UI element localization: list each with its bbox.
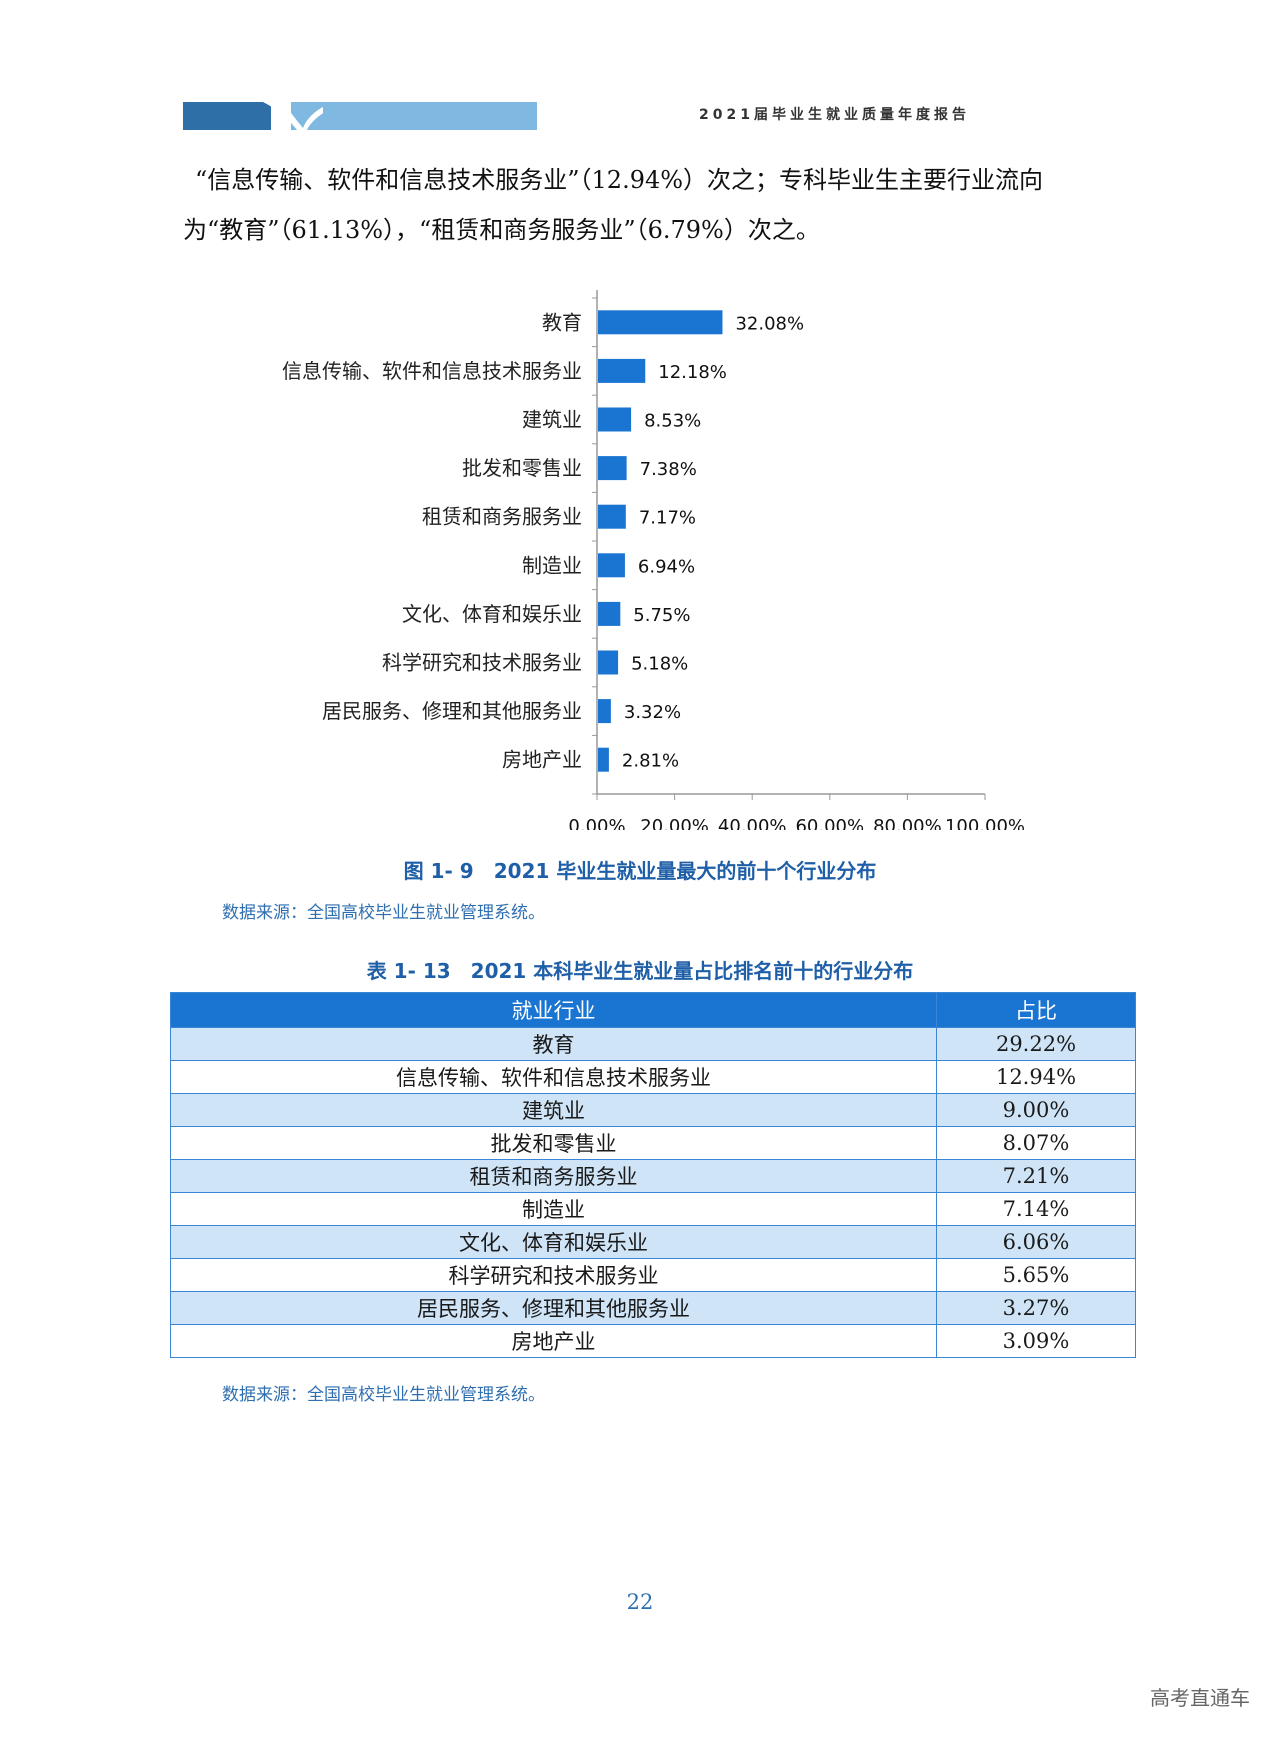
chart-bar	[598, 747, 609, 772]
chart-data-label: 6.94%	[638, 556, 695, 577]
table-cell-industry: 租赁和商务服务业	[170, 1159, 937, 1193]
chart-data-label: 32.08%	[735, 313, 804, 334]
chart-data-label: 3.32%	[624, 702, 681, 723]
table-header-row: 就业行业 占比	[170, 992, 1136, 1028]
table-header-share: 占比	[936, 992, 1136, 1028]
table-cell-industry: 批发和零售业	[170, 1126, 937, 1160]
table-cell-share: 7.14%	[936, 1192, 1136, 1226]
table-row: 文化、体育和娱乐业 6.06%	[170, 1225, 1136, 1259]
chart-data-label: 5.18%	[631, 654, 688, 675]
banner-swoosh-icon	[263, 102, 323, 130]
table-cell-industry: 教育	[170, 1027, 937, 1061]
chart-category-label: 教育	[542, 310, 582, 334]
chart-bar	[598, 504, 626, 529]
chart-category-label: 信息传输、软件和信息技术服务业	[282, 359, 582, 383]
chart-bar	[598, 358, 646, 383]
table-row: 房地产业 3.09%	[170, 1324, 1136, 1358]
chart-bar	[598, 456, 627, 481]
banner-dark-block	[183, 102, 271, 130]
chart-category-label: 居民服务、修理和其他服务业	[322, 699, 582, 723]
chart-bar	[598, 699, 611, 724]
table-row: 科学研究和技术服务业 5.65%	[170, 1258, 1136, 1292]
table-cell-industry: 信息传输、软件和信息技术服务业	[170, 1060, 937, 1094]
chart-x-tick-label: 100.00%	[945, 816, 1025, 830]
watermark-text: 高考直通车	[1150, 1686, 1250, 1710]
chart-bar	[598, 601, 621, 626]
chart-data-label: 12.18%	[658, 362, 727, 383]
chart-bar	[598, 553, 625, 578]
table-cell-share: 3.09%	[936, 1324, 1136, 1358]
table-cell-share: 29.22%	[936, 1027, 1136, 1061]
chart-bar	[598, 407, 632, 432]
table-caption: 表 1- 13 2021 本科毕业生就业量占比排名前十的行业分布	[366, 959, 914, 983]
table-cell-share: 12.94%	[936, 1060, 1136, 1094]
body-paragraph-line-1: “信息传输、软件和信息技术服务业”（12.94%）次之；专科毕业生主要行业流向	[195, 166, 1044, 194]
chart-x-tick-label: 20.00%	[640, 816, 709, 830]
body-paragraph-line-2: 为“教育”（61.13%），“租赁和商务服务业”（6.79%）次之。	[183, 216, 820, 244]
chart-bar	[598, 650, 619, 675]
header-banner	[183, 102, 537, 130]
chart-caption: 图 1- 9 2021 毕业生就业量最大的前十个行业分布	[403, 859, 877, 883]
page-number: 22	[626, 1590, 654, 1614]
table-cell-industry: 文化、体育和娱乐业	[170, 1225, 937, 1259]
chart-category-label: 租赁和商务服务业	[422, 505, 582, 529]
table-cell-share: 7.21%	[936, 1159, 1136, 1193]
table-cell-share: 3.27%	[936, 1291, 1136, 1325]
chart-data-label: 7.38%	[640, 459, 697, 480]
chart-data-source: 数据来源：全国高校毕业生就业管理系统。	[222, 903, 545, 923]
table-row: 租赁和商务服务业 7.21%	[170, 1159, 1136, 1193]
table-cell-share: 9.00%	[936, 1093, 1136, 1127]
chart-category-label: 文化、体育和娱乐业	[402, 602, 582, 626]
banner-light-block	[291, 102, 537, 130]
chart-data-label: 5.75%	[633, 605, 690, 626]
chart-data-label: 2.81%	[622, 751, 679, 772]
table-row: 建筑业 9.00%	[170, 1093, 1136, 1127]
table-row: 信息传输、软件和信息技术服务业 12.94%	[170, 1060, 1136, 1094]
table-cell-industry: 房地产业	[170, 1324, 937, 1358]
table-header-industry: 就业行业	[170, 992, 937, 1028]
table-row: 教育 29.22%	[170, 1027, 1136, 1061]
table-cell-industry: 科学研究和技术服务业	[170, 1258, 937, 1292]
chart-bar	[598, 310, 723, 335]
table-row: 批发和零售业 8.07%	[170, 1126, 1136, 1160]
chart-data-label: 8.53%	[644, 411, 701, 432]
industry-bar-chart: 教育 32.08% 信息传输、软件和信息技术服务业 12.18% 建筑业 8.53% 批发和…	[282, 290, 1025, 830]
table-cell-industry: 制造业	[170, 1192, 937, 1226]
chart-category-label: 科学研究和技术服务业	[382, 651, 582, 675]
chart-category-label: 批发和零售业	[462, 456, 582, 480]
table-cell-share: 6.06%	[936, 1225, 1136, 1259]
industry-table: 就业行业 占比 教育 29.22% 信息传输、软件和信息技术服务业 12.94% 建筑业…	[170, 992, 1136, 1358]
chart-category-label: 制造业	[522, 553, 582, 577]
chart-category-label: 房地产业	[502, 748, 582, 772]
chart-x-tick-label: 0.00%	[568, 816, 625, 830]
chart-x-tick-label: 60.00%	[795, 816, 864, 830]
chart-data-label: 7.17%	[639, 508, 696, 529]
table-row: 居民服务、修理和其他服务业 3.27%	[170, 1291, 1136, 1325]
table-row: 制造业 7.14%	[170, 1192, 1136, 1226]
report-title: 2021届毕业生就业质量年度报告	[699, 107, 970, 123]
table-cell-share: 8.07%	[936, 1126, 1136, 1160]
chart-x-tick-label: 40.00%	[718, 816, 787, 830]
table-cell-industry: 建筑业	[170, 1093, 937, 1127]
table-data-source: 数据来源：全国高校毕业生就业管理系统。	[222, 1385, 545, 1405]
table-cell-share: 5.65%	[936, 1258, 1136, 1292]
chart-x-tick-label: 80.00%	[873, 816, 942, 830]
table-cell-industry: 居民服务、修理和其他服务业	[170, 1291, 937, 1325]
chart-category-label: 建筑业	[522, 408, 582, 432]
